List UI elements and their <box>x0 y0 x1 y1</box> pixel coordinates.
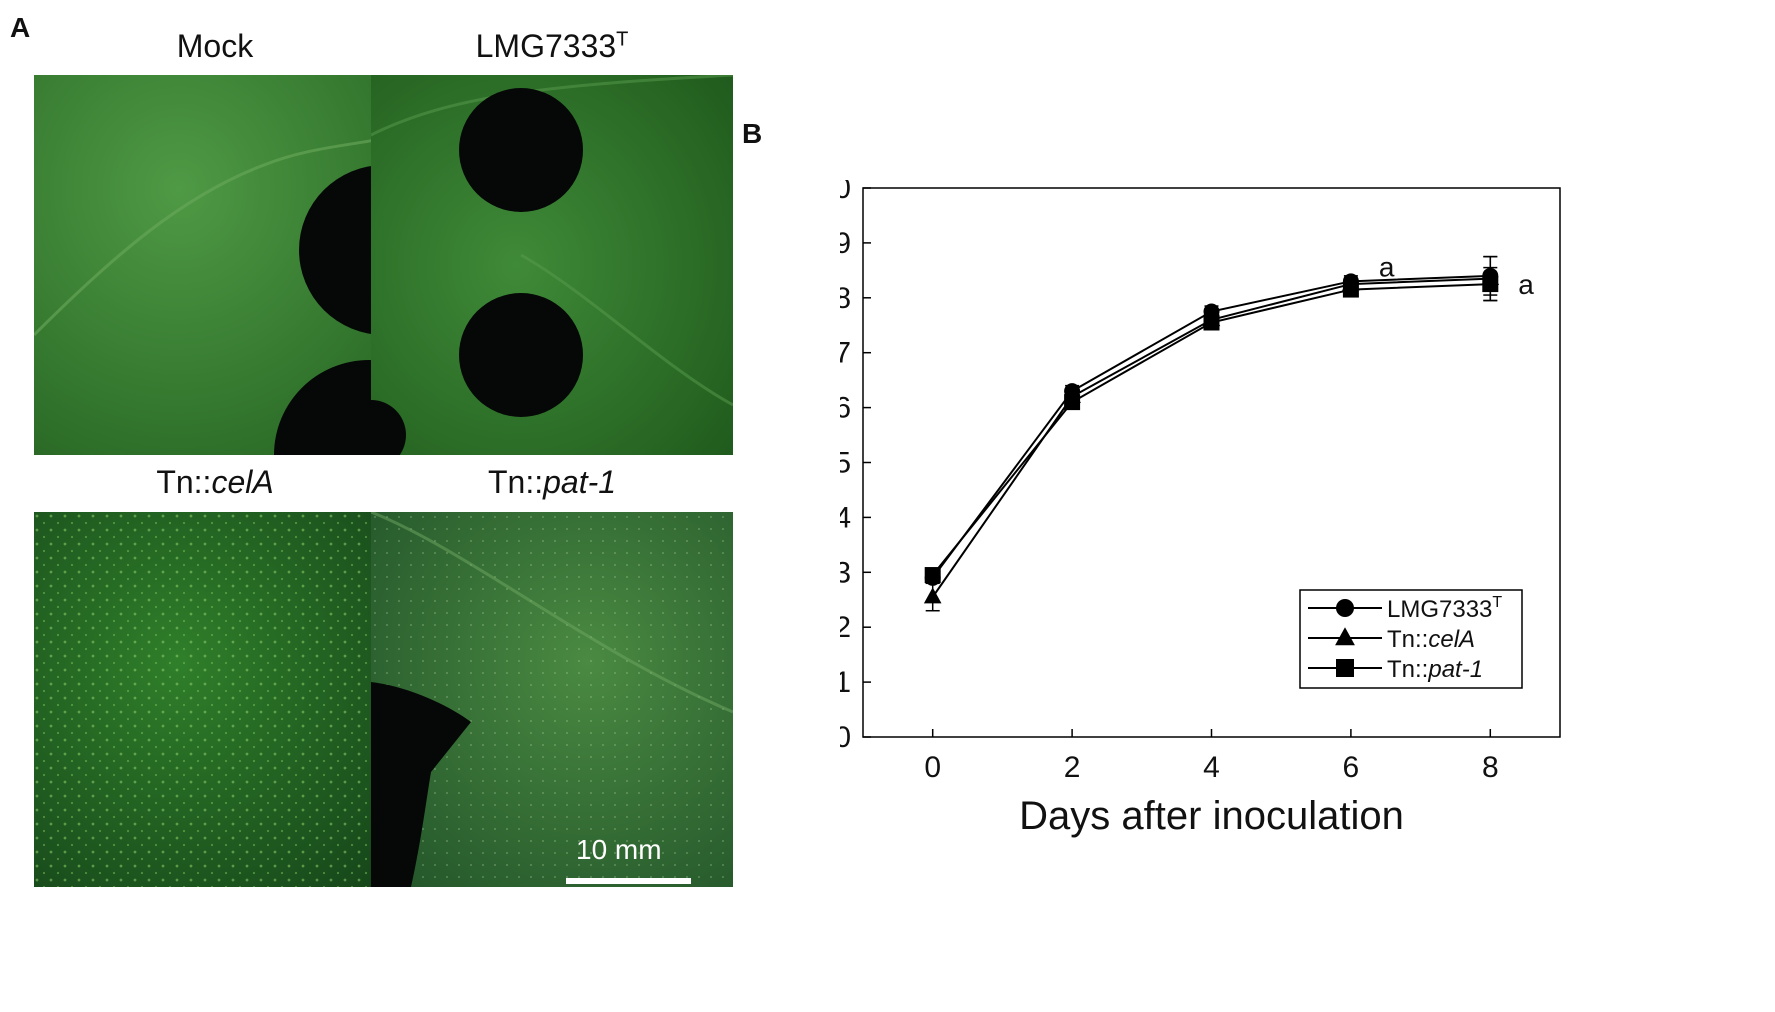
scale-bar-label: 10 mm <box>576 834 662 865</box>
y-tick-label: 5 <box>840 447 851 480</box>
photo-title-wildtype: LMG7333T <box>371 28 733 65</box>
y-tick-label: 3 <box>840 556 851 589</box>
y-tick-label: 9 <box>840 227 851 260</box>
photo-title-cela: Tn::celA <box>34 464 396 501</box>
y-tick-label: 0 <box>840 721 851 754</box>
leaf-photo-mock <box>34 75 396 455</box>
leaf-photo-cela <box>34 512 396 887</box>
photo-title-mock: Mock <box>34 28 396 65</box>
x-tick-label: 6 <box>1343 751 1360 784</box>
legend-label-text: Tn:: <box>1387 656 1428 683</box>
y-tick-label: 7 <box>840 337 851 370</box>
significance-letter: a <box>1518 269 1534 300</box>
data-point-2 <box>1342 281 1359 298</box>
y-tick-label: 2 <box>840 611 851 644</box>
photo-label-mock: Mock <box>176 28 254 64</box>
panel-b-letter: B <box>742 118 763 149</box>
x-tick-label: 4 <box>1203 751 1220 784</box>
photo-label-wildtype: LMG7333 <box>475 28 617 64</box>
significance-letter: a <box>1379 251 1395 282</box>
legend-marker-1 <box>1335 627 1355 646</box>
legend-label-sup: T <box>1492 594 1502 611</box>
data-point-2 <box>1203 314 1220 331</box>
photo-label-cela-prefix: Tn:: <box>156 464 212 500</box>
y-tick-label: 8 <box>840 282 851 315</box>
photo-label-cela-gene: celA <box>211 464 274 500</box>
legend-label-2: Tn::pat-1 <box>1387 656 1483 683</box>
photo-title-pat1: Tn::pat-1 <box>371 464 733 501</box>
cfu-line-chart: 0 1 2 3 4 5 6 7 8 9 10 0 2 4 6 8 Days after inoculation L… <box>840 180 1561 838</box>
data-point-2 <box>1482 276 1499 293</box>
legend-label-text: LMG7333 <box>1387 596 1492 623</box>
legend-label-italic: celA <box>1428 626 1475 653</box>
legend-label-1: Tn::celA <box>1387 626 1475 653</box>
legend-marker-0 <box>1336 599 1354 617</box>
x-tick-label: 0 <box>924 751 941 784</box>
photo-label-wildtype-sup: T <box>616 28 629 51</box>
leaf-photo-pat1: 10 mm <box>371 512 733 887</box>
data-point-2 <box>1064 394 1081 411</box>
y-tick-label: 10 <box>840 180 851 205</box>
y-tick-label: 6 <box>840 392 851 425</box>
data-point-1 <box>923 587 942 604</box>
photo-label-pat1-prefix: Tn:: <box>487 464 544 500</box>
data-point-2 <box>924 567 941 584</box>
legend-label-0: LMG7333T <box>1387 594 1502 623</box>
photo-label-pat1-gene: pat-1 <box>543 464 617 500</box>
legend-label-text: Tn:: <box>1387 626 1428 653</box>
x-axis-label: Days after inoculation <box>1019 794 1404 838</box>
y-tick-label: 4 <box>840 501 851 534</box>
x-tick-label: 2 <box>1064 751 1081 784</box>
x-tick-label: 8 <box>1482 751 1499 784</box>
legend-label-italic: pat-1 <box>1427 656 1483 683</box>
panel-a-letter: A <box>10 12 31 43</box>
leaf-photo-wildtype <box>371 75 733 455</box>
scale-bar <box>566 878 691 884</box>
y-tick-label: 1 <box>840 666 851 699</box>
legend-marker-2 <box>1336 659 1354 677</box>
